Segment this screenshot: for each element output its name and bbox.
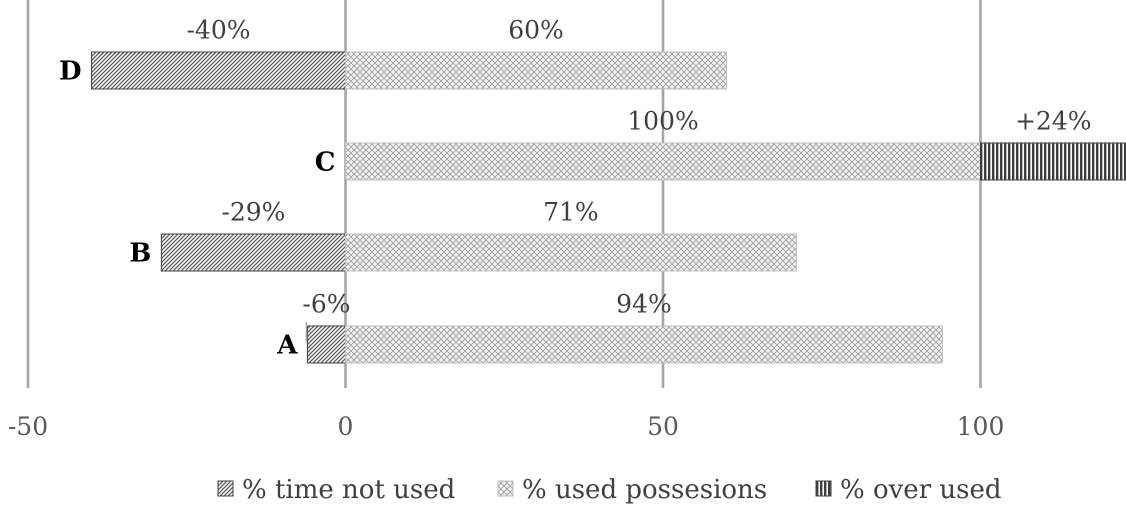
labels: -50 0 50 100 -6% 94% A -29% 71% B 100% +24% C -40% 60%… [8,16,1092,442]
data-label: 71% [543,198,599,227]
bar-segment [345,233,797,272]
x-tick-label: 100 [957,412,1005,441]
category-label: A [276,331,298,361]
legend-swatch [815,480,832,497]
category-label: B [129,239,151,269]
bar-segment [980,142,1126,181]
bar-segment [345,325,943,364]
bar-segment [345,51,727,90]
category-label: C [315,148,336,178]
legend-label: % time not used [242,475,455,505]
data-label: 100% [627,107,698,136]
data-label: 94% [616,290,672,319]
category-label: D [59,57,82,87]
x-tick-label: -50 [8,412,48,441]
data-label: 60% [508,16,564,45]
bars [91,51,1126,364]
legend-label: % over used [840,475,1002,505]
bar-segment [345,142,981,181]
x-tick-label: 50 [647,412,679,441]
data-label: -29% [221,198,285,227]
bar-segment [160,233,346,272]
bar-segment [306,325,346,364]
x-tick-label: 0 [338,412,354,441]
legend-label: % used possesions [522,475,767,505]
data-label: -6% [302,290,350,319]
legend-swatch [217,480,234,497]
data-label: +24% [1015,107,1092,136]
bar-segment [91,51,346,90]
legend: % time not used % used possesions % over u… [217,475,1002,505]
legend-swatch [497,480,514,497]
data-label: -40% [186,16,250,45]
